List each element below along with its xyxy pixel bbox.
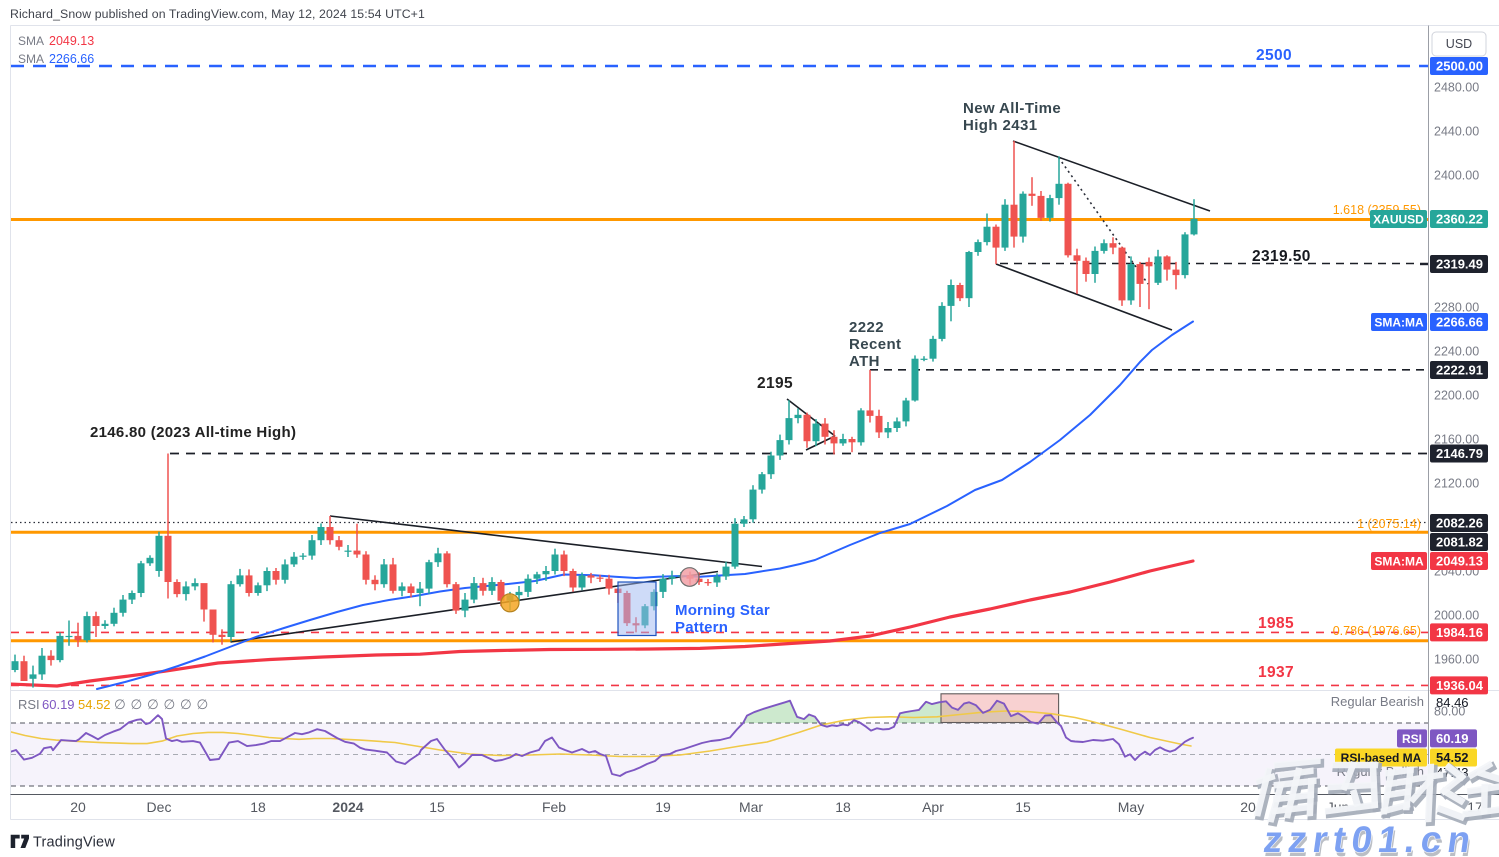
svg-text:18: 18: [835, 799, 851, 815]
svg-text:Regular Bearish: Regular Bearish: [1331, 694, 1424, 709]
svg-text:2024: 2024: [332, 799, 363, 815]
svg-text:2049.13: 2049.13: [49, 34, 94, 48]
svg-text:RSI-based MA: RSI-based MA: [1341, 751, 1422, 765]
svg-text:2500: 2500: [1256, 47, 1292, 64]
svg-text:54.52: 54.52: [78, 697, 111, 712]
svg-text:15: 15: [1015, 799, 1031, 815]
svg-text:ATH: ATH: [849, 353, 880, 370]
svg-text:Recent: Recent: [849, 336, 901, 353]
svg-text:2480.00: 2480.00: [1434, 81, 1479, 95]
svg-text:SMA:MA: SMA:MA: [1374, 555, 1424, 569]
svg-text:1984.16: 1984.16: [1436, 625, 1483, 640]
svg-text:2049.13: 2049.13: [1436, 554, 1483, 569]
svg-text:∅: ∅: [114, 697, 126, 712]
svg-text:XAUUSD: XAUUSD: [1373, 213, 1424, 227]
svg-text:60.19: 60.19: [1436, 731, 1469, 746]
svg-text:2222.91: 2222.91: [1436, 363, 1483, 378]
svg-text:Apr: Apr: [922, 799, 944, 815]
svg-text:2440.00: 2440.00: [1434, 125, 1479, 139]
svg-text:2200.00: 2200.00: [1434, 389, 1479, 403]
svg-text:60.19: 60.19: [42, 697, 75, 712]
svg-text:Richard_Snow published on Trad: Richard_Snow published on TradingView.co…: [10, 7, 425, 21]
svg-text:20: 20: [1240, 799, 1256, 815]
svg-text:2240.00: 2240.00: [1434, 345, 1479, 359]
svg-text:2280.00: 2280.00: [1434, 301, 1479, 315]
svg-text:SMA: SMA: [18, 52, 44, 66]
svg-text:RSI: RSI: [1402, 732, 1422, 746]
svg-text:Mar: Mar: [739, 799, 763, 815]
svg-text:2400.00: 2400.00: [1434, 169, 1479, 183]
svg-text:2082.26: 2082.26: [1436, 516, 1483, 531]
svg-text:2266.66: 2266.66: [49, 52, 94, 66]
svg-text:2160.00: 2160.00: [1434, 433, 1479, 447]
svg-text:Dec: Dec: [147, 799, 172, 815]
svg-text:0.786 (1976.65): 0.786 (1976.65): [1333, 624, 1421, 638]
svg-text:2146.79: 2146.79: [1436, 446, 1483, 461]
svg-text:Feb: Feb: [542, 799, 566, 815]
svg-text:2360.22: 2360.22: [1436, 212, 1483, 227]
svg-text:2146.80 (2023 All-time High): 2146.80 (2023 All-time High): [90, 424, 296, 441]
svg-text:Pattern: Pattern: [675, 619, 728, 636]
svg-text:2195: 2195: [757, 375, 793, 392]
svg-text:∅: ∅: [164, 697, 176, 712]
svg-text:New All-Time: New All-Time: [963, 100, 1061, 117]
svg-text:1936.04: 1936.04: [1436, 678, 1484, 693]
svg-text:zzrt01.cn: zzrt01.cn: [1263, 822, 1481, 857]
svg-text:84.46: 84.46: [1436, 695, 1469, 710]
svg-text:1 (2075.14): 1 (2075.14): [1357, 517, 1421, 531]
svg-text:18: 18: [250, 799, 266, 815]
svg-text:2120.00: 2120.00: [1434, 477, 1479, 491]
svg-text:2000.00: 2000.00: [1434, 609, 1479, 623]
svg-text:∅: ∅: [147, 697, 159, 712]
svg-text:∅: ∅: [180, 697, 192, 712]
svg-text:∅: ∅: [197, 697, 209, 712]
svg-text:1937: 1937: [1258, 664, 1294, 681]
svg-text:Morning Star: Morning Star: [675, 602, 770, 619]
svg-text:2266.66: 2266.66: [1436, 315, 1483, 330]
svg-text:2319.50: 2319.50: [1252, 248, 1311, 265]
svg-text:2222: 2222: [849, 319, 884, 336]
svg-text:SMA:MA: SMA:MA: [1374, 316, 1424, 330]
svg-text:May: May: [1118, 799, 1144, 815]
svg-text:TradingView: TradingView: [33, 835, 115, 851]
svg-text:zzrt01.cn: zzrt01.cn: [1261, 818, 1479, 857]
svg-text:RSI: RSI: [18, 697, 40, 712]
svg-text:2319.49: 2319.49: [1436, 257, 1483, 272]
svg-text:USD: USD: [1446, 37, 1472, 51]
svg-text:2500.00: 2500.00: [1436, 59, 1483, 74]
svg-text:80.00: 80.00: [1434, 705, 1465, 719]
svg-text:1960.00: 1960.00: [1434, 653, 1479, 667]
svg-text:∅: ∅: [131, 697, 143, 712]
svg-text:19: 19: [655, 799, 671, 815]
svg-text:2081.82: 2081.82: [1436, 535, 1483, 550]
svg-text:20: 20: [70, 799, 86, 815]
svg-text:SMA: SMA: [18, 34, 44, 48]
svg-text:15: 15: [429, 799, 445, 815]
svg-text:High 2431: High 2431: [963, 117, 1037, 134]
svg-text:1985: 1985: [1258, 615, 1294, 632]
svg-text:54.52: 54.52: [1436, 750, 1469, 765]
